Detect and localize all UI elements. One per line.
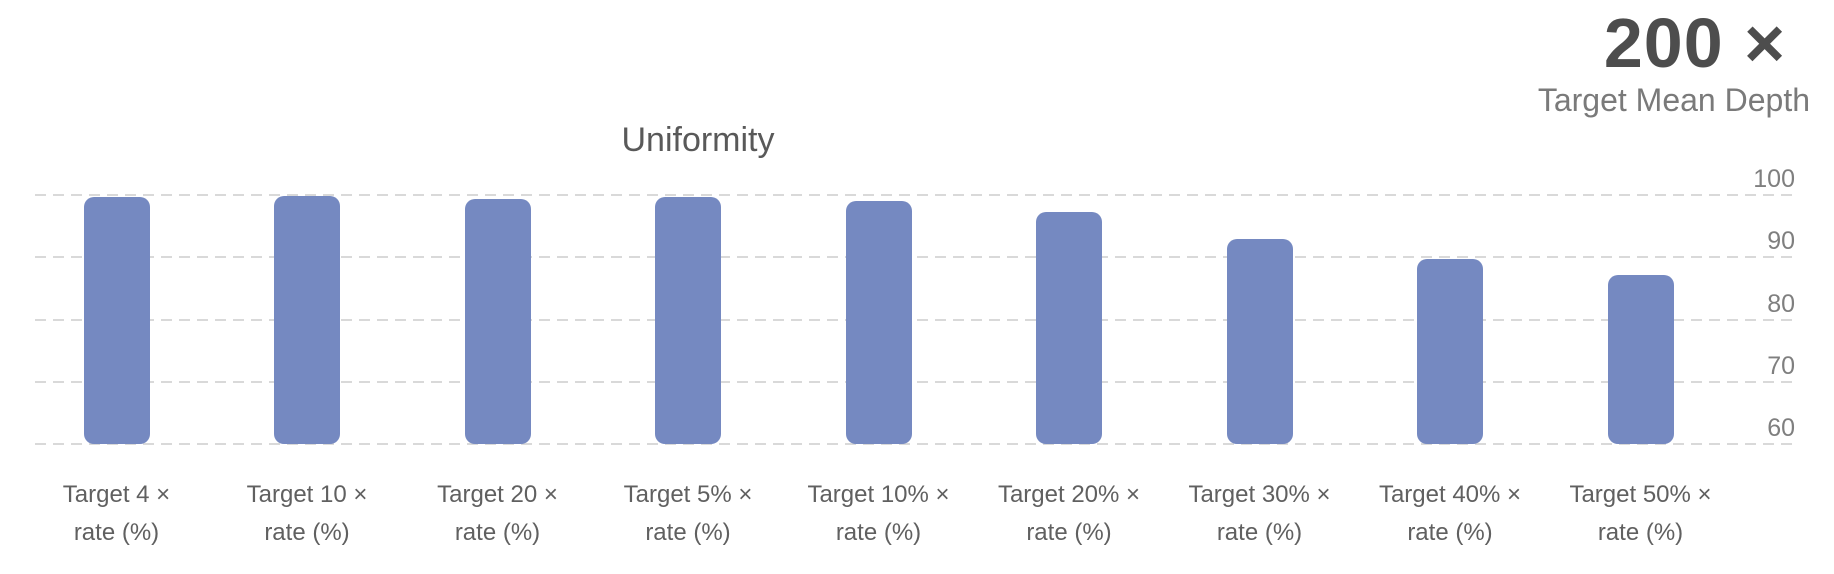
- category-label-line2: rate (%): [1026, 519, 1112, 546]
- category-label-line2: rate (%): [264, 519, 350, 546]
- category-label-line1: Target 4 ×: [62, 481, 171, 508]
- bar: [1607, 274, 1674, 444]
- gridline: [35, 318, 1797, 321]
- category-label-line1: Target 5% ×: [623, 481, 753, 508]
- category-label: Target 20% × rate (%): [974, 476, 1164, 552]
- category-label-line2: rate (%): [1597, 519, 1684, 546]
- bar: [655, 196, 721, 444]
- category-label-line1: Target 30% ×: [1188, 481, 1331, 508]
- bar: [1417, 258, 1483, 444]
- category-label-line2: rate (%): [835, 519, 922, 546]
- category-label-line2: rate (%): [1216, 519, 1303, 546]
- category-label-line2: rate (%): [645, 519, 731, 546]
- category-label-line2: rate (%): [73, 519, 160, 546]
- bar: [845, 200, 912, 444]
- y-tick-label: 90: [1767, 227, 1795, 256]
- target-mean-depth-callout: 200 × Target Mean Depth: [1538, 6, 1810, 118]
- bar: [83, 196, 150, 444]
- bar: [274, 196, 340, 444]
- bar: [464, 198, 531, 444]
- y-tick-label: 100: [1753, 165, 1795, 193]
- category-label-line1: Target 40% ×: [1378, 481, 1522, 508]
- target-mean-depth-value: 200 ×: [1603, 4, 1786, 82]
- gridline: [35, 256, 1797, 259]
- gridline: [35, 380, 1797, 383]
- gridline: [35, 194, 1797, 196]
- bar: [1226, 238, 1293, 444]
- category-label: Target 10% × rate (%): [784, 476, 974, 552]
- category-label-line1: Target 20% ×: [997, 481, 1141, 508]
- category-label: Target 20 × rate (%): [403, 476, 593, 552]
- y-tick-label: 80: [1767, 289, 1795, 318]
- category-label: Target 4 × rate (%): [22, 476, 212, 552]
- target-mean-depth-label: Target Mean Depth: [1537, 82, 1810, 118]
- x-axis-line: [35, 443, 1797, 445]
- category-label: Target 30% × rate (%): [1165, 476, 1355, 552]
- category-label: Target 10 × rate (%): [212, 476, 402, 552]
- chart-title: Uniformity: [621, 121, 775, 159]
- category-label-line2: rate (%): [454, 519, 541, 546]
- plot-area: [35, 194, 1797, 445]
- category-label: Target 50% × rate (%): [1546, 476, 1736, 552]
- category-label: Target 5% × rate (%): [593, 476, 783, 552]
- bar: [1036, 211, 1102, 444]
- category-label: Target 40% × rate (%): [1355, 476, 1545, 552]
- category-label-line1: Target 10% ×: [807, 481, 950, 508]
- category-label-line1: Target 50% ×: [1569, 481, 1712, 508]
- y-tick-label: 70: [1767, 351, 1795, 380]
- category-label-line2: rate (%): [1407, 519, 1493, 546]
- y-tick-label: 60: [1767, 414, 1795, 442]
- category-label-line1: Target 10 ×: [246, 481, 368, 508]
- category-label-line1: Target 20 ×: [437, 481, 558, 508]
